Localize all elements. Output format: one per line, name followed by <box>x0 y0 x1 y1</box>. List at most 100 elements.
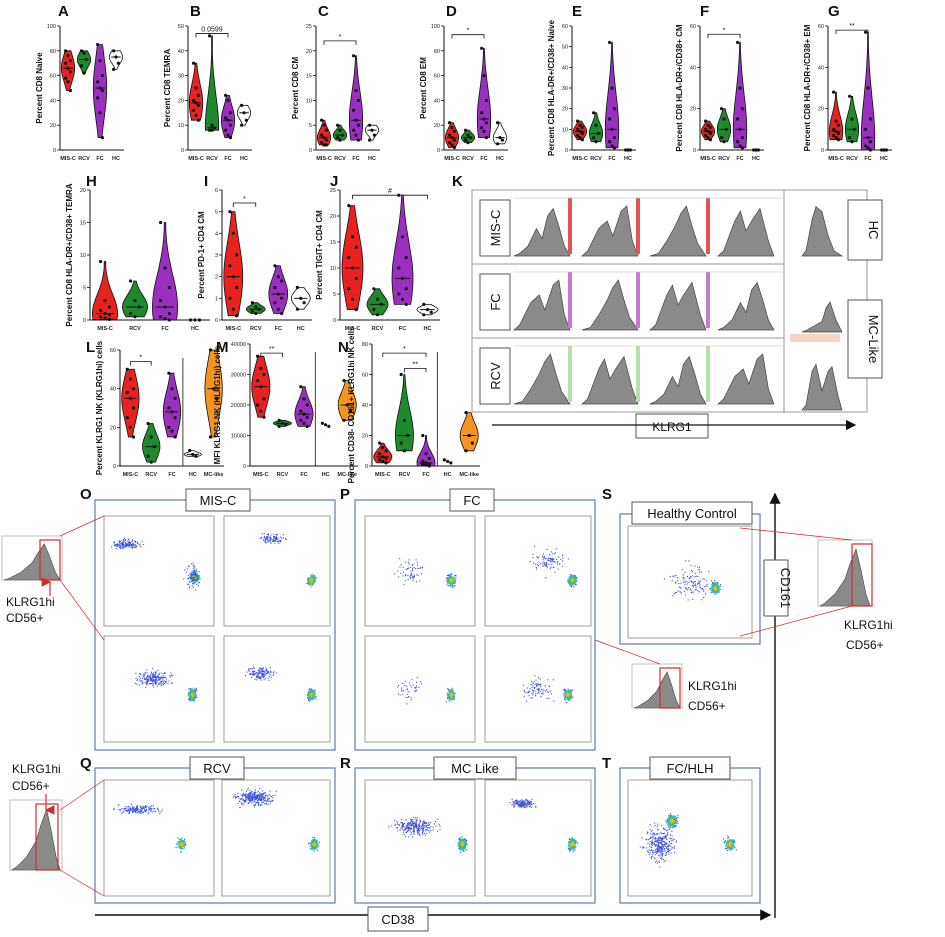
event-dot <box>451 584 453 586</box>
event-dot <box>158 673 160 675</box>
event-dot <box>260 667 262 669</box>
event-dot <box>453 575 455 577</box>
violin-D-FC <box>476 47 492 138</box>
event-dot <box>572 582 574 584</box>
event-dot <box>713 587 715 589</box>
event-dot <box>145 806 147 808</box>
event-dot <box>312 690 314 692</box>
event-dot <box>265 540 267 542</box>
gate-bar-2 <box>568 346 572 402</box>
event-dot <box>235 796 237 798</box>
event-dot <box>240 794 242 796</box>
event-dot <box>256 672 258 674</box>
event-dot <box>311 696 313 698</box>
event-dot <box>449 694 451 696</box>
event-dot <box>450 697 452 699</box>
dot-plot-frame <box>103 515 215 627</box>
event-dot <box>140 546 142 548</box>
data-point-C <box>320 118 324 122</box>
data-point-F <box>720 107 724 111</box>
dot-plot-frame <box>221 779 331 897</box>
event-dot <box>273 671 275 673</box>
event-dot <box>405 574 407 576</box>
event-dot <box>544 558 546 560</box>
event-dot <box>717 584 719 586</box>
event-dot <box>163 677 165 679</box>
event-dot <box>568 582 570 584</box>
event-dot <box>533 687 535 689</box>
data-point-J <box>422 302 426 306</box>
event-dot <box>308 577 310 579</box>
event-dot <box>570 692 572 694</box>
event-dot <box>449 575 451 577</box>
event-dot <box>249 668 251 670</box>
event-dot <box>192 583 194 585</box>
event-dot <box>314 580 316 582</box>
event-dot <box>241 795 243 797</box>
panel-letter-T: T <box>602 755 611 772</box>
event-dot <box>265 542 267 544</box>
event-dot <box>122 811 124 813</box>
event-dot <box>449 698 451 700</box>
event-dot <box>576 580 578 582</box>
event-dot <box>706 585 708 587</box>
event-dot <box>245 799 247 801</box>
panel-letter-P: P <box>340 486 350 503</box>
data-point-I <box>254 305 258 309</box>
event-dot <box>158 679 160 681</box>
event-dot <box>421 573 423 575</box>
x-tick-label-D: HC <box>496 156 504 162</box>
y-tick-label-G: 60 <box>818 24 824 30</box>
data-point-B <box>240 123 244 127</box>
x-tick-label-E: RCV <box>590 156 602 162</box>
event-dot <box>188 580 190 582</box>
event-dot <box>152 668 154 670</box>
data-point-F <box>752 148 756 152</box>
event-dot <box>550 693 552 695</box>
event-dot <box>564 691 566 693</box>
event-dot <box>238 797 240 799</box>
event-dot <box>448 695 450 697</box>
event-dot <box>714 591 716 593</box>
event-dot <box>572 696 574 698</box>
data-point-E <box>594 123 598 127</box>
event-dot <box>285 538 287 540</box>
violin-H-MIS-C <box>91 261 119 320</box>
label-box-hc <box>847 199 883 261</box>
event-dot <box>710 591 712 593</box>
event-dot <box>191 690 193 692</box>
event-dot <box>158 678 160 680</box>
x-tick-label-E: HC <box>624 156 632 162</box>
event-dot <box>569 583 571 585</box>
event-dot <box>716 591 718 593</box>
event-dot <box>145 809 147 811</box>
y-tick-label-L: 40 <box>110 387 116 393</box>
event-dot <box>447 579 449 581</box>
event-dot <box>241 797 243 799</box>
event-dot <box>719 585 721 587</box>
event-dot <box>447 692 449 694</box>
x-tick-label-H: FC <box>161 326 168 332</box>
event-dot <box>132 543 134 545</box>
event-dot <box>170 682 172 684</box>
event-dot <box>687 589 689 591</box>
y-axis-label-J: Percent TIGIT+ CD4 CM <box>315 210 324 300</box>
event-dot <box>158 676 160 678</box>
event-dot <box>574 580 576 582</box>
event-dot <box>309 578 311 580</box>
event-dot <box>189 697 191 699</box>
x-tick-label-C: FC <box>352 156 359 162</box>
event-dot <box>538 689 540 691</box>
event-dot <box>407 579 409 581</box>
event-dot <box>694 581 696 583</box>
event-dot <box>543 557 545 559</box>
event-dot <box>249 795 251 797</box>
event-dot <box>137 542 139 544</box>
y-tick-label-E: 40 <box>562 65 568 71</box>
event-dot <box>123 543 125 545</box>
data-point-I <box>235 253 239 257</box>
violin-H-FC <box>151 222 179 321</box>
data-point-G <box>850 140 854 144</box>
event-dot <box>124 539 126 541</box>
event-dot <box>717 587 719 589</box>
